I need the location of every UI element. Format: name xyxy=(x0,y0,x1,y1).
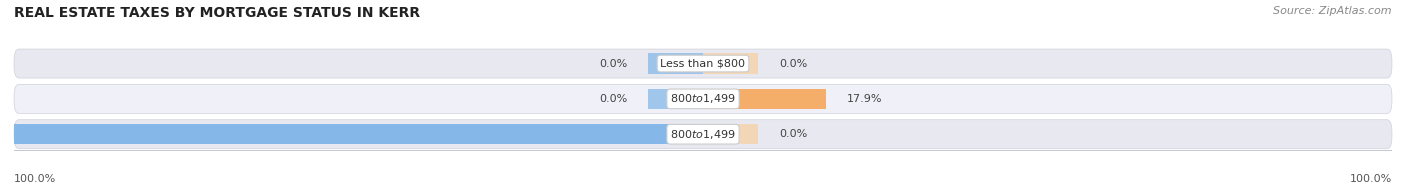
Text: 0.0%: 0.0% xyxy=(779,59,807,69)
FancyBboxPatch shape xyxy=(14,49,1392,78)
Text: Source: ZipAtlas.com: Source: ZipAtlas.com xyxy=(1274,6,1392,16)
Text: 0.0%: 0.0% xyxy=(599,94,627,104)
FancyBboxPatch shape xyxy=(14,84,1392,113)
Text: 0.0%: 0.0% xyxy=(779,129,807,139)
Text: REAL ESTATE TAXES BY MORTGAGE STATUS IN KERR: REAL ESTATE TAXES BY MORTGAGE STATUS IN … xyxy=(14,6,420,20)
Bar xyxy=(14,124,703,144)
Bar xyxy=(648,89,703,109)
Bar xyxy=(648,53,703,74)
Text: 100.0%: 100.0% xyxy=(14,174,56,184)
Text: Less than $800: Less than $800 xyxy=(661,59,745,69)
Text: $800 to $1,499: $800 to $1,499 xyxy=(671,92,735,105)
Text: 0.0%: 0.0% xyxy=(599,59,627,69)
Text: $800 to $1,499: $800 to $1,499 xyxy=(671,128,735,141)
Bar xyxy=(703,124,758,144)
Text: 17.9%: 17.9% xyxy=(846,94,883,104)
Text: 100.0%: 100.0% xyxy=(1350,174,1392,184)
Bar xyxy=(703,89,827,109)
Bar xyxy=(703,53,758,74)
FancyBboxPatch shape xyxy=(14,120,1392,149)
